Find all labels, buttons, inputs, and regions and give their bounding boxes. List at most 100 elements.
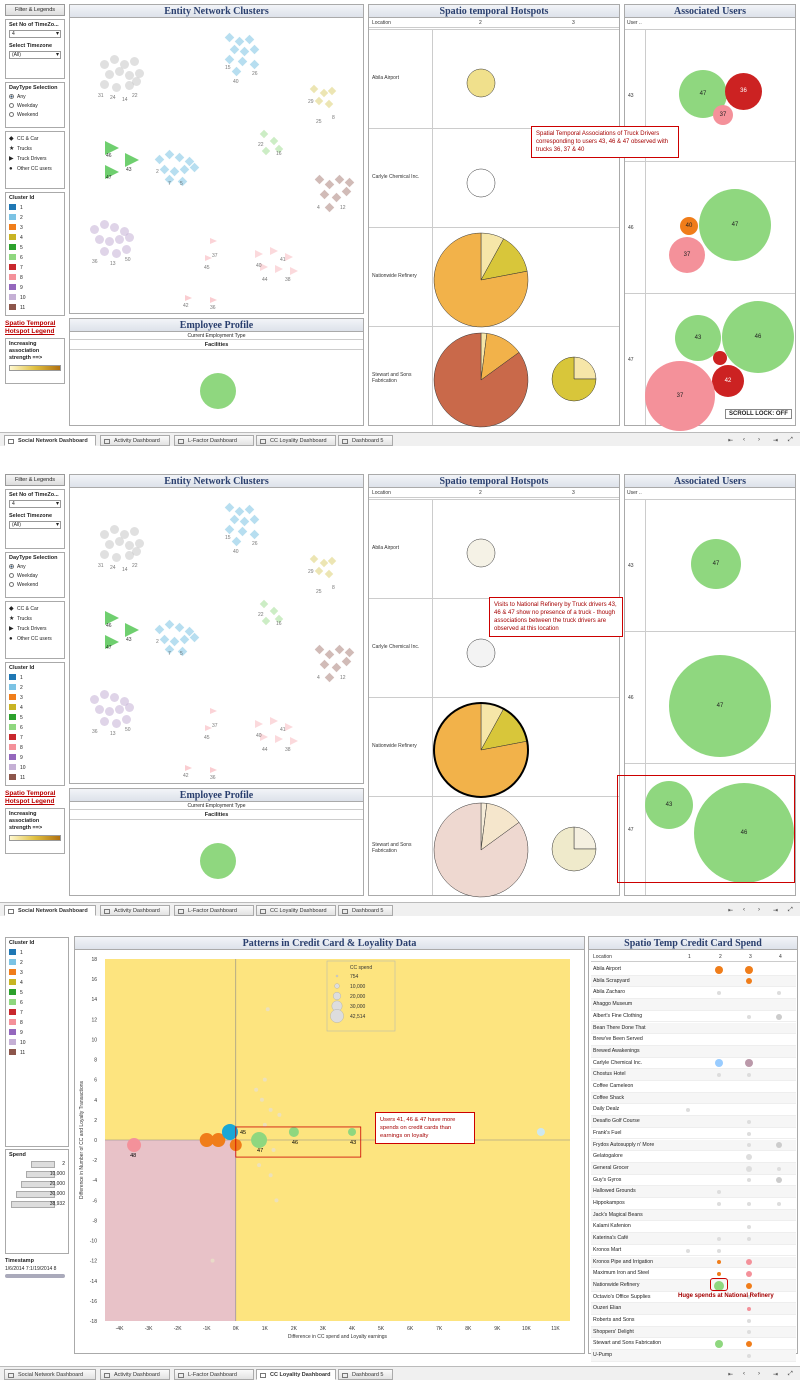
prev-icon[interactable]: ‹ [743,907,745,913]
hotspot-legend-link[interactable]: Spatio Temporal Hotspot Legend [5,790,56,805]
hotspot-pie[interactable] [550,355,598,403]
diamond-node[interactable] [319,659,330,670]
spend-dot[interactable] [714,1280,724,1291]
timezone-select[interactable]: (All) [9,521,61,529]
cc-spend-row[interactable]: Maximum Iron and Steel [591,1268,796,1280]
pie-slice[interactable] [466,68,496,98]
first-page-icon[interactable]: ⇤ [728,1372,734,1378]
circle-node[interactable] [110,55,119,64]
tab-l-factor[interactable]: L-Factor Dashboard [174,435,254,446]
diamond-node[interactable] [174,152,185,163]
diamond-node[interactable] [224,524,235,535]
triangle-node[interactable] [290,267,298,275]
scatter-point[interactable] [288,1126,299,1137]
triangle-node[interactable] [260,733,268,741]
tab-activity[interactable]: Activity Dashboard [100,1369,170,1380]
faint-point[interactable] [257,1163,262,1168]
diamond-node[interactable] [239,516,250,527]
spend-dot[interactable] [747,1178,751,1183]
circle-node[interactable] [125,703,134,712]
cc-spend-row[interactable]: Nationwide Refinery [591,1279,796,1292]
next-icon[interactable]: › [758,437,760,443]
circle-node[interactable] [135,69,144,78]
triangle-node[interactable] [205,725,212,731]
circle-node[interactable] [120,227,129,236]
user-bubble[interactable]: 37 [645,361,715,431]
cc-spend-row[interactable]: Kronos Pipe and Irrigation [591,1256,796,1269]
spend-dot[interactable] [747,1330,751,1335]
faint-point[interactable] [254,1087,259,1092]
circle-node[interactable] [110,525,119,534]
cc-spend-row[interactable]: Jack's Magical Beans [591,1209,796,1222]
spend-dot[interactable] [747,1131,751,1136]
diamond-node[interactable] [231,66,242,77]
spend-dot[interactable] [717,1073,721,1078]
diamond-node[interactable] [244,34,255,45]
user-bubble[interactable]: 37 [713,105,733,125]
cc-spend-row[interactable]: Abila Scrapyard [591,975,796,988]
spend-dot[interactable] [717,1271,721,1276]
cc-spend-row[interactable]: Ouzeri Elian [591,1303,796,1315]
cc-spend-row[interactable]: General Grocer [591,1162,796,1175]
spend-dot[interactable] [776,1177,782,1184]
spend-dot[interactable] [776,1142,782,1149]
pie-slice[interactable] [433,802,529,898]
diamond-node[interactable] [244,504,255,515]
cc-spend-row[interactable]: Bean There Done That [591,1022,796,1035]
diamond-node[interactable] [319,189,330,200]
diamond-node[interactable] [224,502,235,513]
spend-dot[interactable] [747,1318,751,1323]
diamond-node[interactable] [341,186,352,197]
user-bubble[interactable]: 40 [680,217,698,235]
tab-cc-loyalty[interactable]: CC Loyality Dashboard [256,905,336,916]
fullscreen-icon[interactable]: ⤢ [788,907,793,913]
fullscreen-icon[interactable]: ⤢ [788,1371,793,1377]
diamond-node[interactable] [164,149,175,160]
circle-node[interactable] [122,715,131,724]
diamond-node[interactable] [314,174,325,185]
pie-slice[interactable] [573,356,597,380]
scatter-point[interactable] [221,1123,238,1140]
diamond-node[interactable] [327,86,337,96]
hotspot-pie[interactable] [432,801,530,899]
tab-activity[interactable]: Activity Dashboard [100,905,170,916]
circle-node[interactable] [90,695,99,704]
triangle-node[interactable] [185,295,192,301]
spend-dot[interactable] [777,1201,781,1206]
diamond-node[interactable] [324,179,335,190]
prev-icon[interactable]: ‹ [743,437,745,443]
triangle-node[interactable] [270,247,278,255]
diamond-node[interactable] [179,634,190,645]
cc-spend-row[interactable]: Frank's Fuel [591,1128,796,1140]
circle-node[interactable] [122,245,131,254]
faint-point[interactable] [259,1097,264,1102]
tab-dashboard-5[interactable]: Dashboard 5 [338,1369,393,1380]
circle-node[interactable] [125,81,134,90]
circle-node[interactable] [100,80,109,89]
circle-node[interactable] [100,247,109,256]
first-page-icon[interactable]: ⇤ [728,908,734,914]
tab-l-factor[interactable]: L-Factor Dashboard [174,905,254,916]
employee-bubble[interactable] [200,843,236,879]
user-bubble[interactable]: 47 [691,539,741,589]
next-icon[interactable]: › [758,1371,760,1377]
hotspot-pie[interactable] [465,67,497,99]
triangle-node[interactable] [275,735,283,743]
circle-node[interactable] [105,237,114,246]
spend-dot[interactable] [717,1248,721,1253]
cc-spend-row[interactable]: Abila Zacharo [591,987,796,1000]
cc-spend-row[interactable]: Coffee Cameleon [591,1081,796,1093]
daytype-option[interactable]: Any [9,563,61,572]
triangle-node[interactable] [260,263,268,271]
first-page-icon[interactable]: ⇤ [728,438,734,444]
triangle-node[interactable] [185,765,192,771]
diamond-node[interactable] [234,36,245,47]
timezone-select[interactable]: (All) [9,51,61,59]
radio-icon[interactable] [9,573,14,578]
diamond-node[interactable] [314,566,324,576]
circle-node[interactable] [135,539,144,548]
spend-dot[interactable] [747,1236,751,1241]
user-bubble[interactable]: 46 [722,301,794,373]
user-bubble[interactable]: 36 [725,73,762,110]
triangle-node[interactable] [255,250,263,258]
